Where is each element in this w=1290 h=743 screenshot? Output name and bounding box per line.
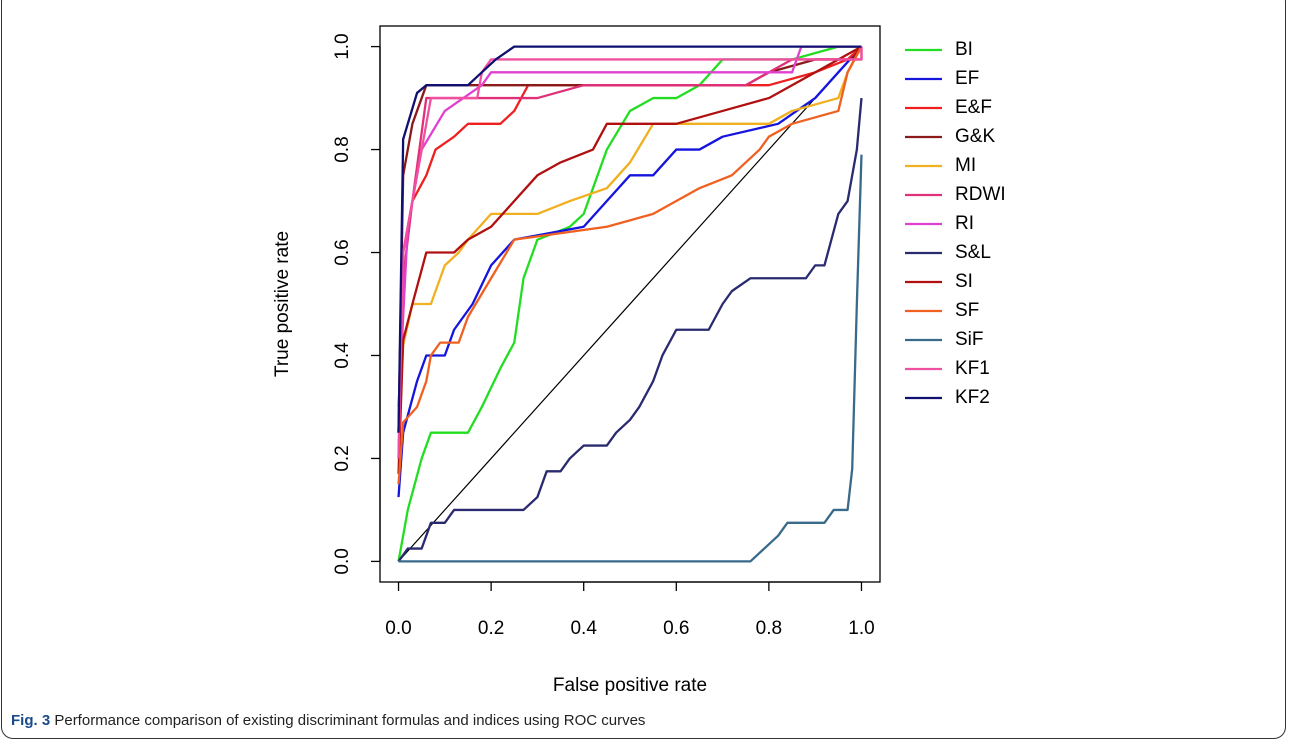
legend-label: RI	[955, 213, 974, 234]
x-tick-label: 1.0	[848, 618, 874, 639]
x-tick-label: 0.0	[385, 618, 411, 639]
diagonal-reference	[398, 46, 862, 562]
roc-curve	[397, 45, 862, 408]
legend-label: G&K	[955, 126, 995, 147]
roc-curve	[398, 154, 863, 563]
legend-label: SI	[955, 271, 973, 292]
caption: Fig. 3 Performance comparison of existin…	[11, 712, 645, 729]
legend-label: BI	[955, 39, 973, 60]
x-axis-label: False positive rate	[553, 675, 707, 696]
y-tick-label: 0.2	[332, 445, 353, 471]
x-tick-label: 0.2	[478, 618, 504, 639]
roc-curve	[397, 45, 862, 562]
y-tick-label: 1.0	[332, 33, 353, 59]
y-tick-label: 0.8	[332, 136, 353, 162]
roc-curve	[397, 45, 863, 498]
legend-label: RDWI	[955, 184, 1006, 205]
roc-curve	[397, 45, 863, 459]
y-axis-label: True positive rate	[272, 231, 293, 377]
y-tick-label: 0.6	[332, 239, 353, 265]
x-tick-label: 0.4	[570, 618, 597, 639]
chart: False positive rate True positive rate 0…	[272, 25, 1006, 696]
roc-curve	[397, 45, 863, 474]
y-tick-label: 0.0	[332, 548, 353, 574]
roc-curve	[397, 97, 863, 563]
legend-label: SiF	[955, 329, 984, 350]
caption-label: Fig. 3	[11, 712, 51, 729]
legend-label: S&L	[955, 242, 991, 263]
legend-label: SF	[955, 300, 979, 321]
legend-label: KF2	[955, 387, 990, 408]
x-tick-label: 0.8	[756, 618, 782, 639]
caption-text: Performance comparison of existing discr…	[54, 712, 646, 729]
roc-curve	[397, 46, 863, 485]
x-tick-label: 0.6	[663, 618, 689, 639]
y-tick-label: 0.4	[332, 342, 353, 369]
legend-label: EF	[955, 68, 979, 89]
roc-curve	[397, 46, 863, 459]
roc-curve	[397, 46, 863, 433]
roc-curve	[397, 45, 862, 433]
legend-label: E&F	[955, 97, 992, 118]
legend-label: MI	[955, 155, 976, 176]
legend-label: KF1	[955, 358, 990, 379]
